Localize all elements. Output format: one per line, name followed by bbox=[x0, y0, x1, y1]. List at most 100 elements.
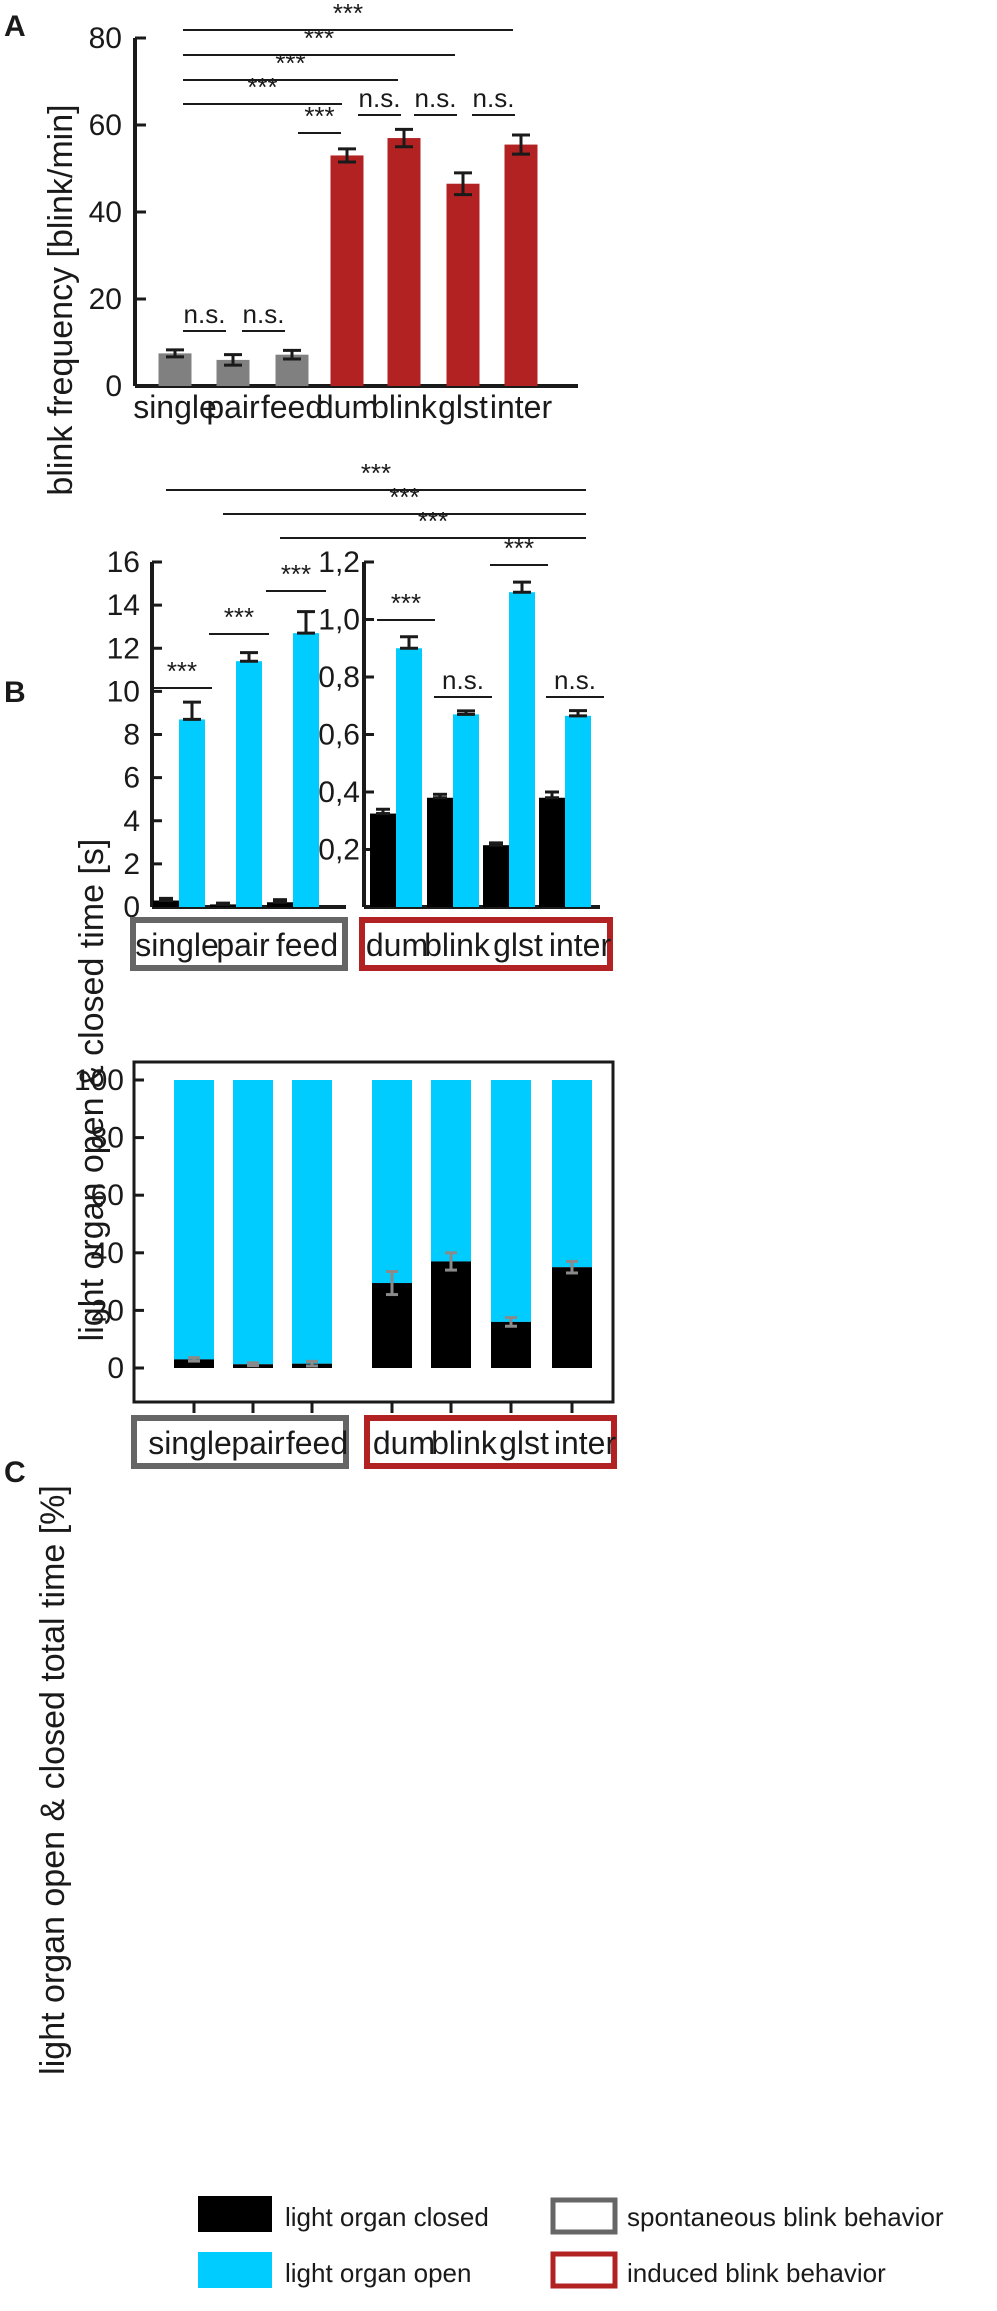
panel-a-bar-glst bbox=[446, 183, 480, 386]
panel-b-open-bar-feed bbox=[293, 633, 319, 907]
panel-c: C light organ open & closed total time [… bbox=[4, 1060, 617, 2075]
panel-b-left-sig-pair-label: *** bbox=[224, 602, 254, 632]
panel-c-ylabel: light organ open & closed total time [%] bbox=[34, 1485, 72, 2075]
panel-b-closed-bar-feed bbox=[267, 902, 293, 907]
panel-c-ytick-label: 60 bbox=[91, 1179, 124, 1212]
panel-b-left-sig-feed-label: *** bbox=[281, 559, 311, 589]
panel-b-right-ytick-label: 0,8 bbox=[318, 661, 360, 694]
panel-b-right-sig-dum-label: *** bbox=[391, 588, 421, 618]
panel-a-bar-dum bbox=[330, 155, 364, 386]
panel-c-open-bar-feed bbox=[292, 1080, 332, 1364]
panel-c-error-dum bbox=[386, 1270, 398, 1297]
panel-c-spontaneous-frame bbox=[131, 1415, 349, 1469]
panel-b-closed-error-feed bbox=[273, 898, 287, 904]
panel-b-spontaneous-frame bbox=[130, 917, 348, 971]
panel-a-error-dum bbox=[338, 147, 356, 164]
panel-b-closed-error-single bbox=[159, 896, 173, 903]
panel-a-ytick-label: 40 bbox=[89, 196, 122, 229]
panel-a-cat-label: dum bbox=[316, 389, 378, 425]
panel-a-cat-label: inter bbox=[490, 389, 553, 425]
panel-b-left-ytick-label: 8 bbox=[123, 719, 140, 752]
panel-b-closed-bar-inter bbox=[539, 797, 565, 907]
panel-b-left-ytick-label: 12 bbox=[107, 632, 140, 665]
panel-a-sig-5-label: n.s. bbox=[473, 83, 515, 113]
panel-a-sig-0-label: n.s. bbox=[184, 299, 226, 329]
panel-b-cat-label: dum bbox=[366, 927, 428, 963]
panel-a-sig-3-label: n.s. bbox=[359, 83, 401, 113]
panel-b-right-ytick-label: 0,6 bbox=[318, 719, 360, 752]
panel-c-closed-bar-single bbox=[174, 1359, 214, 1368]
legend-swatch-spontaneous bbox=[550, 2197, 618, 2235]
panel-c-ytick-label: 100 bbox=[74, 1064, 124, 1097]
panel-b-open-bar-single bbox=[179, 719, 205, 907]
panel-a-error-feed bbox=[283, 348, 301, 361]
panel-b-ylabel: light organ open & closed time [s] bbox=[73, 839, 111, 1342]
panel-b-open-error-pair bbox=[240, 651, 258, 663]
panel-c-error-inter bbox=[566, 1259, 578, 1275]
panel-a-error-single bbox=[166, 348, 184, 359]
panel-a-error-glst bbox=[454, 171, 472, 197]
panel-b-right-sig-inter-label: n.s. bbox=[554, 665, 596, 695]
legend-label-spontaneous: spontaneous blink behavior bbox=[627, 2202, 944, 2232]
panel-c-open-bar-glst bbox=[491, 1080, 531, 1322]
panel-c-error-pair bbox=[247, 1361, 259, 1368]
panel-b-letter: B bbox=[4, 676, 26, 709]
panel-b-open-bar-inter bbox=[565, 715, 591, 907]
legend-label-open: light organ open bbox=[285, 2258, 471, 2288]
panel-a-error-blink bbox=[395, 127, 413, 149]
panel-a-cat-label: glst bbox=[438, 389, 488, 425]
panel-c-cat-label: feed bbox=[286, 1425, 348, 1461]
panel-a-sig-9-label: *** bbox=[333, 0, 363, 28]
panel-c-open-bar-dum bbox=[372, 1080, 412, 1284]
panel-b-open-bar-blink bbox=[453, 714, 479, 907]
panel-c-ytick-label: 0 bbox=[107, 1352, 124, 1385]
panel-b-induced-frame bbox=[359, 917, 613, 971]
panel-c-closed-bar-dum bbox=[372, 1283, 412, 1368]
panel-a-sig-4-label: n.s. bbox=[415, 83, 457, 113]
panel-a-sig-8-label: *** bbox=[304, 23, 334, 53]
panel-b-left-ytick-label: 6 bbox=[123, 762, 140, 795]
panel-c-error-feed bbox=[306, 1359, 318, 1368]
panel-b-cat-label: blink bbox=[424, 927, 491, 963]
panel-b-right-ytick-label: 1,2 bbox=[318, 546, 360, 579]
panel-c-open-bar-inter bbox=[552, 1080, 592, 1268]
legend-label-induced: induced blink behavior bbox=[627, 2258, 886, 2288]
panel-b-open-error-inter bbox=[569, 709, 587, 718]
panel-b: B light organ open & closed time [s] 0 2 4… bbox=[4, 458, 613, 1342]
panel-c-induced-frame bbox=[364, 1415, 617, 1469]
panel-a-cat-label: blink bbox=[371, 389, 438, 425]
panel-b-open-error-dum bbox=[400, 635, 418, 650]
panel-b-open-bar-dum bbox=[396, 648, 422, 907]
panel-b-closed-error-pair bbox=[216, 901, 230, 906]
panel-b-right-ytick-label: 0,4 bbox=[318, 776, 360, 809]
panel-c-ytick-label: 80 bbox=[91, 1122, 124, 1155]
panel-b-right-ytick-label: 1,0 bbox=[318, 604, 360, 637]
panel-a-error-inter bbox=[512, 133, 530, 156]
panel-b-left-ytick-label: 0 bbox=[123, 891, 140, 924]
panel-b-left-ytick-label: 10 bbox=[107, 675, 140, 708]
panel-b-cat-label: pair bbox=[216, 927, 270, 963]
panel-a-ylabel: blink frequency [blink/min] bbox=[42, 104, 80, 495]
panel-c-open-bar-pair bbox=[233, 1080, 273, 1365]
panel-b-left-ytick-label: 4 bbox=[123, 805, 140, 838]
panel-b-cat-label: glst bbox=[493, 927, 543, 963]
panel-b-closed-bar-blink bbox=[427, 797, 453, 907]
panel-c-cat-label: single bbox=[148, 1425, 232, 1461]
panel-b-left-sig-single-label: *** bbox=[167, 656, 197, 686]
panel-a-sig-2-label: *** bbox=[304, 101, 334, 131]
panel-c-cat-label: blink bbox=[431, 1425, 498, 1461]
panel-b-cat-label: inter bbox=[549, 927, 612, 963]
panel-b-right-sig-blink-label: n.s. bbox=[442, 665, 484, 695]
legend-swatch-induced bbox=[550, 2251, 618, 2289]
panel-c-cat-label: glst bbox=[499, 1425, 549, 1461]
panel-a-sig-7-label: *** bbox=[275, 48, 305, 78]
panel-c-letter: C bbox=[4, 1456, 26, 1489]
panel-b-left-ytick-label: 2 bbox=[123, 848, 140, 881]
panel-b-cat-label: feed bbox=[276, 927, 338, 963]
panel-c-closed-bar-inter bbox=[552, 1267, 592, 1368]
panel-a-sig-1-label: n.s. bbox=[243, 299, 285, 329]
panel-b-open-error-glst bbox=[513, 580, 531, 594]
panel-b-right-ytick-label: 0,2 bbox=[318, 834, 360, 867]
panel-c-closed-bar-blink bbox=[431, 1261, 471, 1368]
